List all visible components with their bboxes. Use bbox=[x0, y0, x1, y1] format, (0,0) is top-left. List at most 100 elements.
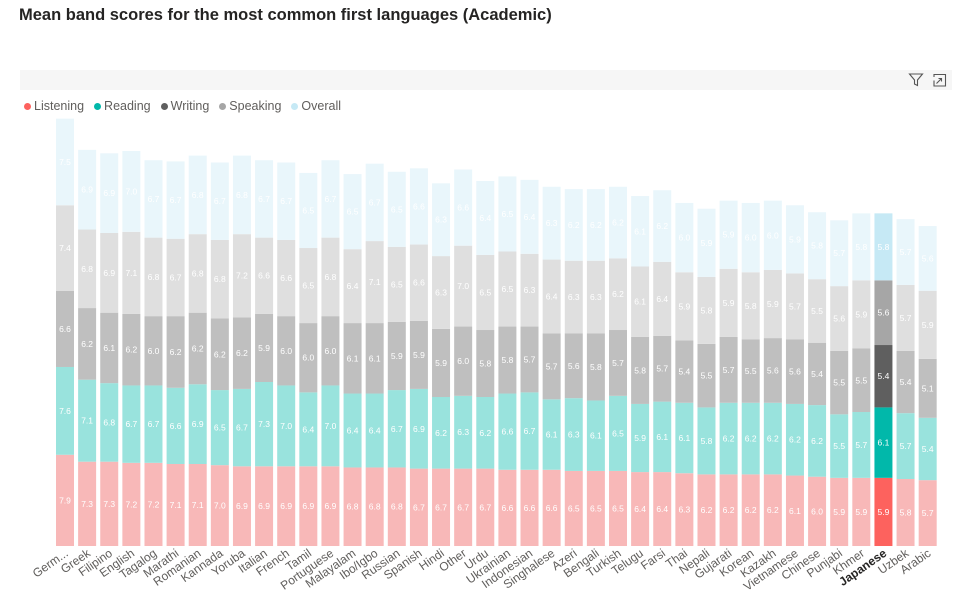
bar-segment-reading[interactable] bbox=[321, 385, 340, 467]
bar-segment-writing[interactable] bbox=[697, 343, 716, 408]
legend-item-overall[interactable]: Overall bbox=[291, 99, 341, 113]
bar-segment-listening[interactable] bbox=[299, 466, 318, 547]
bar-segment-speaking[interactable] bbox=[210, 239, 229, 319]
bar-segment-listening[interactable] bbox=[520, 469, 539, 546]
bar-segment-speaking[interactable] bbox=[763, 269, 782, 339]
bar-segment-overall[interactable] bbox=[631, 196, 650, 267]
bar-segment-writing[interactable] bbox=[476, 330, 495, 397]
bar-segment-speaking[interactable] bbox=[343, 249, 362, 324]
bar-segment-speaking[interactable] bbox=[78, 229, 97, 309]
bar-segment-writing[interactable] bbox=[918, 358, 937, 418]
bar-segment-reading[interactable] bbox=[852, 412, 871, 478]
bar-segment-listening[interactable] bbox=[808, 476, 827, 546]
bar-segment-overall[interactable] bbox=[144, 160, 163, 238]
bar-segment-overall[interactable] bbox=[188, 155, 207, 235]
bar-segment-overall[interactable] bbox=[918, 226, 937, 291]
bar-segment-overall[interactable] bbox=[719, 200, 738, 269]
bar-segment-listening[interactable] bbox=[321, 466, 340, 547]
bar-segment-speaking[interactable] bbox=[675, 272, 694, 341]
bar-segment-speaking[interactable] bbox=[299, 248, 318, 324]
bar-segment-listening[interactable] bbox=[255, 466, 274, 547]
bar-segment-listening[interactable] bbox=[100, 461, 119, 546]
focus-mode-icon[interactable] bbox=[932, 72, 948, 88]
bar-segment-overall[interactable] bbox=[542, 186, 561, 260]
bar-segment-listening[interactable] bbox=[454, 468, 473, 547]
bar-segment-writing[interactable] bbox=[232, 317, 251, 389]
bar-segment-writing[interactable] bbox=[719, 336, 738, 403]
bar-segment-reading[interactable] bbox=[277, 385, 296, 467]
bar-segment-listening[interactable] bbox=[232, 466, 251, 547]
bar-segment-reading[interactable] bbox=[387, 390, 406, 468]
bar-segment-reading[interactable] bbox=[564, 398, 583, 471]
bar-segment-writing[interactable] bbox=[387, 321, 406, 391]
bar-segment-speaking[interactable] bbox=[144, 237, 163, 317]
bar-segment-speaking[interactable] bbox=[277, 239, 296, 317]
bar-segment-overall[interactable] bbox=[365, 163, 384, 242]
bar-segment-speaking[interactable] bbox=[454, 245, 473, 327]
bar-segment-speaking[interactable] bbox=[542, 259, 561, 334]
bar-segment-listening[interactable] bbox=[542, 469, 561, 546]
bar-segment-reading[interactable] bbox=[609, 395, 627, 471]
bar-segment-reading[interactable] bbox=[409, 388, 428, 469]
bar-segment-writing[interactable] bbox=[896, 350, 915, 414]
bar-segment-overall[interactable] bbox=[520, 179, 539, 254]
bar-segment-reading[interactable] bbox=[188, 384, 207, 464]
bar-segment-writing[interactable] bbox=[874, 345, 893, 408]
bar-segment-speaking[interactable] bbox=[232, 234, 251, 318]
bar-segment-reading[interactable] bbox=[255, 381, 274, 467]
bar-segment-overall[interactable] bbox=[808, 212, 827, 280]
bar-segment-overall[interactable] bbox=[675, 202, 694, 273]
bar-segment-overall[interactable] bbox=[321, 160, 340, 238]
bar-segment-reading[interactable] bbox=[719, 402, 738, 475]
bar-segment-overall[interactable] bbox=[232, 155, 251, 235]
bar-segment-speaking[interactable] bbox=[365, 241, 384, 324]
bar-segment-listening[interactable] bbox=[277, 466, 296, 547]
bar-segment-listening[interactable] bbox=[210, 465, 229, 546]
bar-segment-speaking[interactable] bbox=[100, 233, 119, 313]
bar-segment-listening[interactable] bbox=[697, 474, 716, 546]
bar-segment-writing[interactable] bbox=[454, 326, 473, 396]
bar-segment-overall[interactable] bbox=[476, 181, 495, 255]
bar-segment-speaking[interactable] bbox=[918, 290, 937, 359]
legend-item-reading[interactable]: Reading bbox=[94, 99, 151, 113]
bar-segment-writing[interactable] bbox=[188, 312, 207, 385]
bar-segment-listening[interactable] bbox=[741, 474, 760, 546]
bar-segment-reading[interactable] bbox=[808, 405, 827, 477]
bar-segment-reading[interactable] bbox=[100, 383, 119, 462]
bar-segment-writing[interactable] bbox=[498, 326, 517, 394]
bar-segment-listening[interactable] bbox=[432, 468, 451, 547]
bar-segment-listening[interactable] bbox=[653, 472, 672, 546]
bar-segment-writing[interactable] bbox=[78, 308, 97, 380]
bar-segment-writing[interactable] bbox=[277, 316, 296, 386]
bar-segment-overall[interactable] bbox=[210, 162, 229, 240]
bar-segment-speaking[interactable] bbox=[564, 260, 583, 334]
bar-segment-speaking[interactable] bbox=[631, 266, 650, 337]
legend-item-listening[interactable]: Listening bbox=[24, 99, 84, 113]
bar-segment-listening[interactable] bbox=[56, 454, 74, 546]
bar-segment-overall[interactable] bbox=[609, 186, 627, 259]
bar-segment-overall[interactable] bbox=[896, 219, 915, 285]
bar-segment-writing[interactable] bbox=[785, 339, 804, 404]
bar-segment-listening[interactable] bbox=[586, 470, 605, 547]
bar-segment-reading[interactable] bbox=[299, 392, 318, 467]
bar-segment-listening[interactable] bbox=[343, 467, 362, 546]
bar-segment-writing[interactable] bbox=[763, 338, 782, 403]
bar-segment-overall[interactable] bbox=[586, 189, 605, 261]
bar-segment-listening[interactable] bbox=[564, 470, 583, 547]
bar-segment-reading[interactable] bbox=[232, 388, 251, 467]
bar-segment-writing[interactable] bbox=[741, 339, 760, 403]
bar-segment-listening[interactable] bbox=[675, 473, 694, 547]
bar-segment-writing[interactable] bbox=[409, 320, 428, 389]
bar-segment-speaking[interactable] bbox=[609, 258, 627, 331]
bar-segment-speaking[interactable] bbox=[56, 205, 74, 291]
bar-segment-writing[interactable] bbox=[830, 350, 849, 415]
bar-segment-overall[interactable] bbox=[78, 149, 97, 230]
bar-segment-overall[interactable] bbox=[100, 153, 119, 233]
bar-segment-reading[interactable] bbox=[144, 385, 163, 463]
bar-segment-listening[interactable] bbox=[785, 475, 804, 546]
bar-segment-overall[interactable] bbox=[409, 168, 428, 245]
bar-segment-reading[interactable] bbox=[210, 390, 229, 466]
bar-segment-speaking[interactable] bbox=[188, 234, 207, 313]
bar-segment-listening[interactable] bbox=[122, 462, 141, 546]
bar-segment-writing[interactable] bbox=[808, 342, 827, 406]
